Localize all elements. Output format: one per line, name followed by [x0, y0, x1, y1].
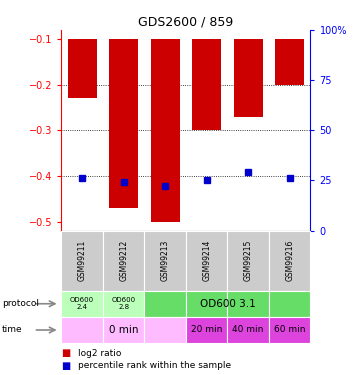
- Text: time: time: [2, 326, 22, 334]
- Text: GSM99211: GSM99211: [78, 240, 87, 281]
- Text: 40 min: 40 min: [232, 326, 264, 334]
- Bar: [144, 291, 186, 317]
- Bar: [227, 291, 269, 317]
- Text: ■: ■: [61, 361, 71, 370]
- Bar: [61, 231, 103, 291]
- Text: OD600 3.1: OD600 3.1: [200, 299, 255, 309]
- Bar: [103, 231, 144, 291]
- Text: OD600
2.8: OD600 2.8: [112, 297, 136, 310]
- Bar: [192, 39, 221, 130]
- Bar: [109, 39, 138, 208]
- Text: log2 ratio: log2 ratio: [78, 349, 121, 358]
- Text: GSM99213: GSM99213: [161, 240, 170, 281]
- Bar: [186, 291, 227, 317]
- Text: protocol: protocol: [2, 299, 39, 308]
- Text: OD600
2.4: OD600 2.4: [70, 297, 94, 310]
- Bar: [269, 231, 310, 291]
- Bar: [234, 39, 263, 117]
- Text: 20 min: 20 min: [191, 326, 222, 334]
- Bar: [144, 231, 186, 291]
- Title: GDS2600 / 859: GDS2600 / 859: [138, 16, 234, 29]
- Bar: [269, 317, 310, 343]
- Bar: [275, 39, 304, 85]
- Bar: [269, 291, 310, 317]
- Bar: [103, 317, 144, 343]
- Bar: [227, 317, 269, 343]
- Bar: [227, 231, 269, 291]
- Text: GSM99214: GSM99214: [202, 240, 211, 281]
- Text: GSM99212: GSM99212: [119, 240, 128, 281]
- Bar: [103, 291, 144, 317]
- Text: 0 min: 0 min: [109, 325, 138, 335]
- Text: GSM99215: GSM99215: [244, 240, 253, 281]
- Text: percentile rank within the sample: percentile rank within the sample: [78, 361, 231, 370]
- Bar: [151, 39, 180, 222]
- Bar: [61, 317, 103, 343]
- Bar: [68, 39, 97, 98]
- Text: GSM99216: GSM99216: [285, 240, 294, 281]
- Bar: [61, 291, 103, 317]
- Bar: [144, 317, 186, 343]
- Bar: [186, 317, 227, 343]
- Bar: [186, 231, 227, 291]
- Text: 60 min: 60 min: [274, 326, 305, 334]
- Text: ■: ■: [61, 348, 71, 358]
